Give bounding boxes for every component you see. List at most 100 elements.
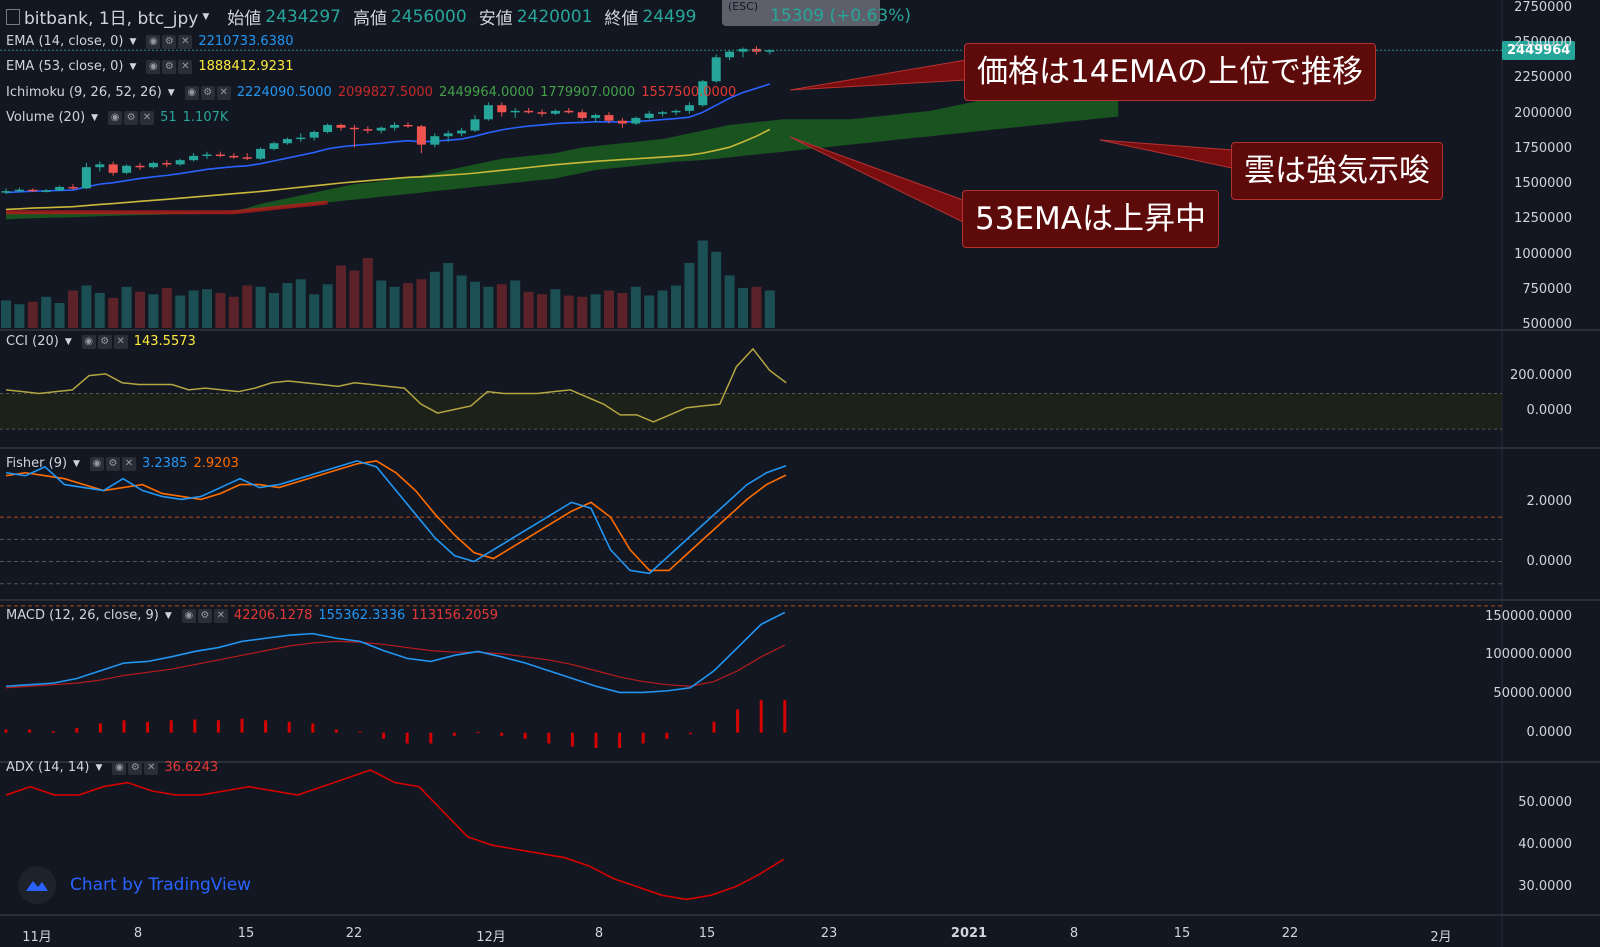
visibility-icon[interactable]: ◉ <box>146 59 161 74</box>
low-value: 2420001 <box>516 6 593 27</box>
close-icon[interactable]: ✕ <box>140 110 155 125</box>
visibility-icon[interactable]: ◉ <box>112 760 127 775</box>
annotation-ema53-rising[interactable]: 53EMAは上昇中 <box>962 190 1219 248</box>
macd-histogram-bar <box>4 729 8 733</box>
volume-bar <box>671 285 681 328</box>
cci-line <box>5 347 787 423</box>
gear-icon[interactable]: ⚙ <box>97 334 112 349</box>
volume-bar <box>403 283 413 328</box>
volume-value-1: 51 <box>160 110 177 125</box>
close-icon[interactable]: ✕ <box>113 334 128 349</box>
chevron-down-icon[interactable]: ▼ <box>129 36 137 47</box>
close-icon[interactable]: ✕ <box>144 760 159 775</box>
macd-histogram-bar <box>523 732 527 739</box>
visibility-icon[interactable]: ◉ <box>146 34 161 49</box>
visibility-icon[interactable]: ◉ <box>108 110 123 125</box>
adx-axis-label: 40.0000 <box>1518 837 1572 853</box>
macd-legend[interactable]: MACD (12, 26, close, 9) ▼ ◉ ⚙ ✕ 42206.1278… <box>6 608 498 623</box>
price-axis-label: 2250000 <box>1514 70 1572 86</box>
volume-bar <box>577 296 588 328</box>
ema14-value: 2210733.6380 <box>198 34 294 49</box>
macd-histogram-bar <box>334 729 338 733</box>
ichimoku-legend[interactable]: Ichimoku (9, 26, 52, 26) ▼ ◉ ⚙ ✕ 2224090.5… <box>6 85 736 100</box>
candle-body <box>443 133 453 137</box>
macd-histogram-bar <box>75 728 79 733</box>
volume-bar <box>470 281 480 328</box>
price-axis-label: 1250000 <box>1514 211 1572 227</box>
gear-icon[interactable]: ⚙ <box>162 59 177 74</box>
volume-bar <box>215 293 226 328</box>
visibility-icon[interactable]: ◉ <box>181 608 196 623</box>
ema14-label: EMA (14, close, 0) <box>6 34 124 49</box>
close-icon[interactable]: ✕ <box>213 608 228 623</box>
chevron-down-icon[interactable]: ▼ <box>95 762 103 773</box>
volume-bar <box>523 291 534 328</box>
close-icon[interactable]: ✕ <box>121 456 136 471</box>
volume-bar <box>175 295 186 328</box>
tradingview-brand[interactable]: Chart by TradingView <box>18 866 251 904</box>
candle-body <box>470 119 480 131</box>
candle-body <box>403 124 413 127</box>
volume-bar <box>41 296 52 328</box>
ichimoku-value-4: 1779907.0000 <box>540 85 636 100</box>
gear-icon[interactable]: ⚙ <box>200 85 215 100</box>
ema14-legend[interactable]: EMA (14, close, 0) ▼ ◉ ⚙ ✕ 2210733.6380 <box>6 34 293 49</box>
chevron-down-icon[interactable]: ▼ <box>202 11 210 22</box>
close-icon[interactable]: ✕ <box>178 59 193 74</box>
chevron-down-icon[interactable]: ▼ <box>164 610 172 621</box>
adx-legend[interactable]: ADX (14, 14) ▼ ◉ ⚙ ✕ 36.6243 <box>6 760 218 775</box>
volume-bar <box>429 271 440 328</box>
macd-histogram-bar <box>500 732 504 736</box>
annotation-cloud-bullish[interactable]: 雲は強気示唆 <box>1231 142 1443 200</box>
gear-icon[interactable]: ⚙ <box>124 110 139 125</box>
candle-body <box>309 131 319 138</box>
gear-icon[interactable]: ⚙ <box>162 34 177 49</box>
chevron-down-icon[interactable]: ▼ <box>73 458 80 469</box>
close-icon[interactable]: ✕ <box>216 85 231 100</box>
fisher-legend[interactable]: Fisher (9) ▼ ◉ ⚙ ✕ 3.2385 2.9203 <box>6 456 239 471</box>
macd-histogram-bar <box>452 732 456 736</box>
adx-line <box>5 769 785 901</box>
fisher-axis-label: 2.0000 <box>1526 494 1573 510</box>
volume-bar <box>336 265 346 328</box>
ema53-legend[interactable]: EMA (53, close, 0) ▼ ◉ ⚙ ✕ 1888412.9231 <box>6 59 293 74</box>
volume-legend[interactable]: Volume (20) ▼ ◉ ⚙ ✕ 51 1.107K <box>6 110 228 125</box>
volume-bar <box>228 296 239 328</box>
close-value: 24499 <box>642 6 697 27</box>
chevron-down-icon[interactable]: ▼ <box>129 61 137 72</box>
visibility-icon[interactable]: ◉ <box>81 334 96 349</box>
candle-body <box>550 110 560 114</box>
macd-histogram-bar <box>570 732 574 747</box>
fisher-value-2: 2.9203 <box>193 456 239 471</box>
visibility-icon[interactable]: ◉ <box>184 85 199 100</box>
cci-legend[interactable]: CCI (20) ▼ ◉ ⚙ ✕ 143.5573 <box>6 334 196 349</box>
volume-bar <box>362 258 373 328</box>
volume-bar <box>188 290 199 328</box>
price-axis-label: 2000000 <box>1514 105 1572 121</box>
chevron-down-icon[interactable]: ▼ <box>167 87 175 98</box>
chevron-down-icon[interactable]: ▼ <box>64 336 72 347</box>
volume-label: Volume (20) <box>6 110 86 125</box>
candle-body <box>95 164 105 168</box>
gear-icon[interactable]: ⚙ <box>197 608 212 623</box>
escape-hint[interactable]: (ESC) <box>722 0 880 26</box>
chevron-down-icon[interactable]: ▼ <box>91 112 99 123</box>
macd-histogram-bar <box>98 723 102 733</box>
candle-body <box>497 105 507 113</box>
close-icon[interactable]: ✕ <box>178 34 193 49</box>
symbol-label[interactable]: bitbank, 1日, btc_jpy <box>24 9 199 29</box>
volume-bar <box>630 286 641 328</box>
candle-body <box>215 154 225 157</box>
fisher-line <box>5 460 787 575</box>
gear-icon[interactable]: ⚙ <box>105 456 120 471</box>
volume-bar <box>282 283 293 328</box>
candle-body <box>148 162 158 168</box>
time-axis-label: 2月 <box>1430 930 1452 945</box>
visibility-icon[interactable]: ◉ <box>89 456 104 471</box>
gear-icon[interactable]: ⚙ <box>128 760 143 775</box>
collapse-icon[interactable] <box>6 8 20 25</box>
annotation-price-above-ema14[interactable]: 価格は14EMAの上位で推移 <box>964 43 1376 101</box>
brand-text: Chart by TradingView <box>70 875 252 895</box>
ichimoku-cloud-bearish-edge <box>6 200 328 215</box>
